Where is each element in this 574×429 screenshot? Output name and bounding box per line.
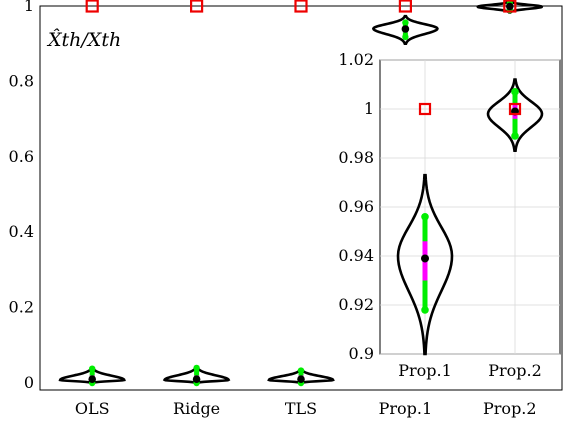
inset-x-ticks: Prop.1 Prop.2 <box>398 361 542 380</box>
median-point <box>297 375 305 384</box>
x-tick-label: Prop.1 <box>398 361 452 380</box>
main-x-ticks: OLS Ridge TLS Prop.1 Prop.2 <box>75 399 537 418</box>
violin-group-prop1 <box>396 102 454 356</box>
whisker-high-marker <box>421 213 429 221</box>
whisker-high-marker <box>297 367 305 374</box>
y-tick-label: 0 <box>24 373 34 392</box>
y-axis-label: X̂th/Xth <box>46 29 121 51</box>
whisker-high-marker <box>402 19 409 26</box>
main-violins <box>58 0 544 387</box>
x-tick-label: TLS <box>285 399 317 418</box>
inset-y-ticks: 0.9 0.92 0.94 0.96 0.98 1 1.02 <box>338 50 374 363</box>
inset-plot: 0.9 0.92 0.94 0.96 0.98 1 1.02 Prop.1 Prop.2 <box>338 50 561 380</box>
x-tick-label: Ridge <box>173 399 220 418</box>
violin-group-prop1 <box>371 0 439 45</box>
whisker-low-marker <box>402 33 409 41</box>
reference-marker <box>508 102 522 116</box>
reference-marker <box>398 0 412 13</box>
y-tick-label: 0.98 <box>338 148 374 167</box>
violin-group-tls <box>267 0 335 387</box>
y-tick-label: 0.4 <box>9 222 34 241</box>
x-tick-label: Prop.1 <box>379 399 433 418</box>
violin-group-ridge <box>162 0 231 387</box>
main-y-ticks: 0 0.2 0.4 0.6 0.8 1 <box>9 0 34 392</box>
reference-marker <box>503 0 517 13</box>
whisker-low-marker <box>421 306 429 314</box>
y-tick-label: 1 <box>364 99 374 118</box>
x-tick-label: Prop.2 <box>488 361 542 380</box>
y-tick-label: 0.9 <box>349 344 374 363</box>
y-tick-label: 0.6 <box>9 147 34 166</box>
y-tick-label: 0.2 <box>9 298 34 317</box>
reference-marker <box>190 0 204 13</box>
median-point <box>506 2 514 11</box>
violin-group-ols <box>58 0 126 387</box>
inset-violins <box>396 78 544 356</box>
median-point <box>88 375 96 384</box>
y-tick-label: 0.96 <box>338 197 374 216</box>
reference-marker <box>85 0 99 13</box>
y-tick-label: 1 <box>24 0 34 15</box>
reference-marker <box>294 0 308 13</box>
violin-outline <box>396 173 454 356</box>
whisker-low-marker <box>511 132 519 140</box>
y-tick-label: 0.94 <box>338 246 374 265</box>
reference-marker <box>418 102 432 116</box>
y-tick-label: 0.92 <box>338 295 374 314</box>
whisker-high-marker <box>193 364 200 372</box>
violin-group-prop2 <box>476 0 544 14</box>
violin-outline <box>371 14 439 45</box>
median-point <box>192 375 201 384</box>
x-tick-label: Prop.2 <box>483 399 537 418</box>
violin-group-prop2 <box>486 78 544 152</box>
x-tick-label: OLS <box>75 399 110 418</box>
whisker-high-marker <box>511 88 519 96</box>
y-tick-label: 0.8 <box>9 71 34 90</box>
median-point <box>401 25 410 33</box>
median-point <box>421 254 429 263</box>
violin-outline <box>486 78 544 152</box>
y-tick-label: 1.02 <box>338 50 374 69</box>
whisker-high-marker <box>89 365 96 372</box>
